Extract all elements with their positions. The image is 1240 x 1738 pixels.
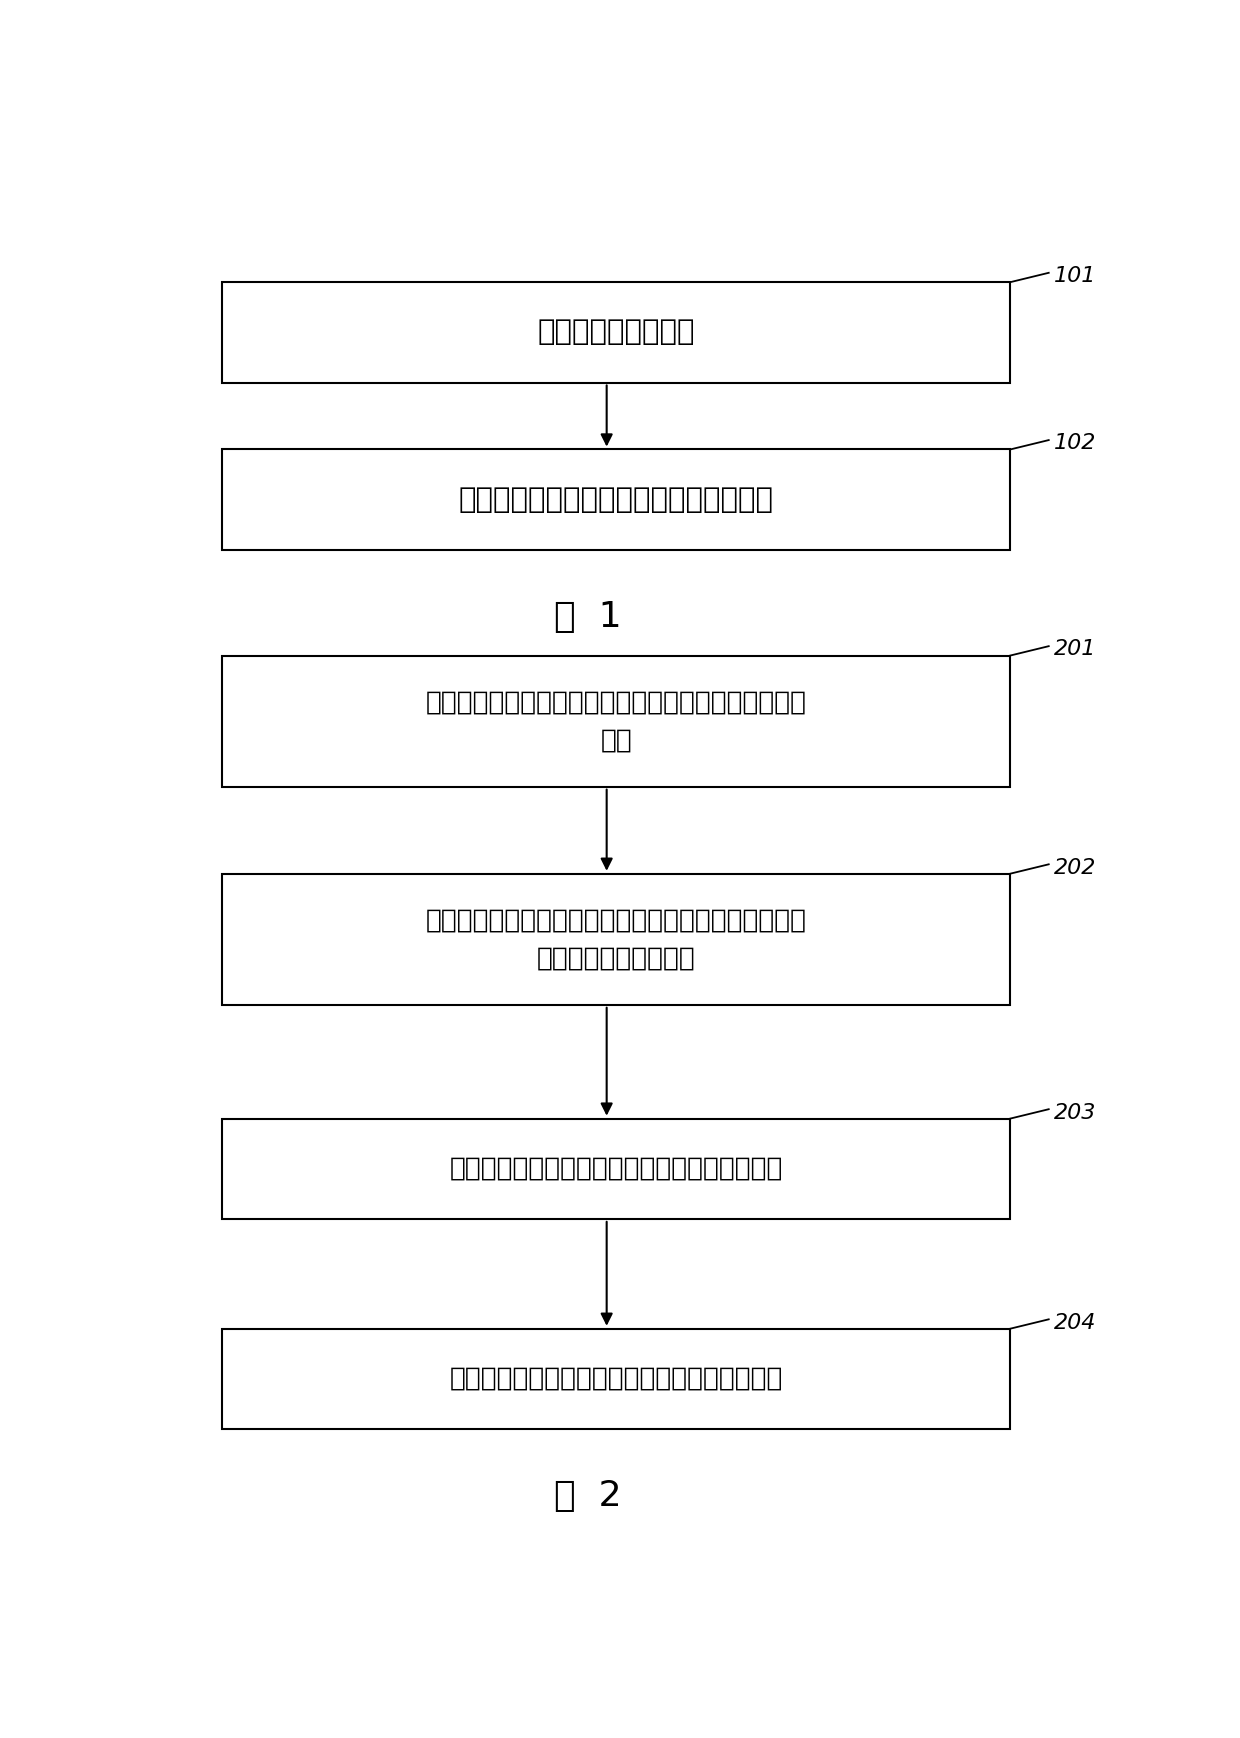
FancyBboxPatch shape [222, 1119, 1011, 1218]
FancyBboxPatch shape [222, 282, 1011, 382]
FancyBboxPatch shape [222, 655, 1011, 787]
Text: 102: 102 [1054, 433, 1096, 454]
Text: 201: 201 [1054, 640, 1096, 659]
Text: 利用选取的平均信噪比常数，计算维纳滤波系数: 利用选取的平均信噪比常数，计算维纳滤波系数 [450, 1156, 782, 1182]
Text: 203: 203 [1054, 1102, 1096, 1123]
Text: 101: 101 [1054, 266, 1096, 287]
Text: 202: 202 [1054, 857, 1096, 878]
FancyBboxPatch shape [222, 450, 1011, 549]
Text: 根据不同调制编码方式和天线配置方式设置平均信噪比
常数: 根据不同调制编码方式和天线配置方式设置平均信噪比 常数 [425, 688, 807, 753]
FancyBboxPatch shape [222, 874, 1011, 1005]
FancyBboxPatch shape [222, 1328, 1011, 1429]
Text: 直接使用计算得到的维纳滤波系数进行信道估计: 直接使用计算得到的维纳滤波系数进行信道估计 [450, 1366, 782, 1392]
Text: 根据信道采用的调制编码方式和天线模式的配置，选取
相应的平均信噪比常数: 根据信道采用的调制编码方式和天线模式的配置，选取 相应的平均信噪比常数 [425, 907, 807, 972]
Text: 图  2: 图 2 [553, 1479, 621, 1514]
Text: 204: 204 [1054, 1312, 1096, 1333]
Text: 利用获取的平均信噪比常数进行信道估计: 利用获取的平均信噪比常数进行信道估计 [459, 485, 774, 514]
Text: 图  1: 图 1 [553, 600, 621, 634]
Text: 获取平均信噪比常数: 获取平均信噪比常数 [537, 318, 696, 346]
